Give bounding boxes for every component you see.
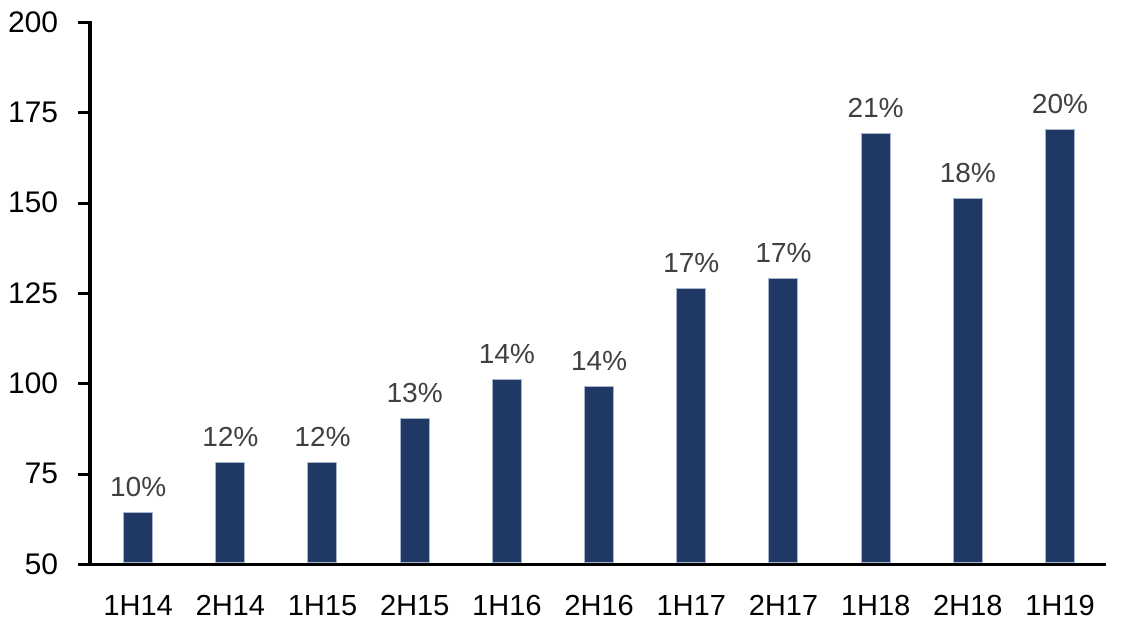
bar (1044, 129, 1075, 563)
y-axis-tick (78, 201, 88, 205)
x-tick-label: 2H15 (379, 590, 450, 622)
y-tick-label: 125 (7, 276, 58, 310)
y-tick-label: 150 (7, 186, 58, 220)
bar (584, 385, 614, 563)
x-tick-label: 2H17 (748, 590, 819, 622)
bar (491, 378, 522, 563)
y-axis-tick (78, 111, 88, 115)
bar-value-label: 17% (663, 247, 720, 279)
bar-value-label: 10% (110, 471, 167, 503)
bar-value-label: 12% (202, 420, 259, 452)
bar (676, 288, 707, 563)
x-tick-label: 1H18 (840, 590, 911, 622)
y-axis-tick (78, 382, 88, 386)
x-tick-label: 2H16 (564, 590, 634, 622)
y-tick-label: 175 (7, 95, 58, 129)
y-tick-label: 50 (24, 547, 58, 581)
y-tick-label: 200 (7, 5, 58, 39)
bar-value-label: 13% (386, 377, 443, 409)
bar-value-label: 17% (755, 236, 812, 268)
x-tick-label: 2H14 (195, 590, 265, 622)
y-tick-label: 75 (24, 457, 58, 491)
y-axis-tick (78, 563, 88, 566)
x-tick-label: 2H18 (933, 590, 1003, 622)
y-tick-label: 100 (7, 366, 58, 400)
bar-value-label: 21% (847, 92, 904, 123)
bar-value-label: 18% (939, 157, 996, 189)
bar (399, 418, 430, 563)
bar (123, 512, 154, 563)
y-axis-tick (78, 21, 88, 24)
bar-value-label: 14% (570, 344, 628, 376)
bar (768, 277, 799, 563)
x-axis-line (88, 563, 1106, 566)
y-axis-tick (78, 292, 88, 295)
x-tick-label: 1H16 (472, 590, 542, 622)
bar-value-label: 20% (1031, 88, 1088, 120)
bar (307, 461, 338, 563)
x-tick-label: 1H19 (1025, 590, 1095, 622)
x-tick-label: 1H17 (656, 590, 726, 622)
bar-value-label: 12% (294, 420, 351, 452)
bar (860, 133, 891, 563)
y-axis-tick (78, 472, 88, 476)
bar-value-label: 14% (478, 337, 535, 369)
bar (952, 198, 983, 563)
x-tick-label: 1H14 (103, 590, 173, 622)
x-tick-label: 1H15 (287, 590, 358, 622)
bar (215, 461, 246, 563)
y-axis-line (88, 21, 92, 566)
